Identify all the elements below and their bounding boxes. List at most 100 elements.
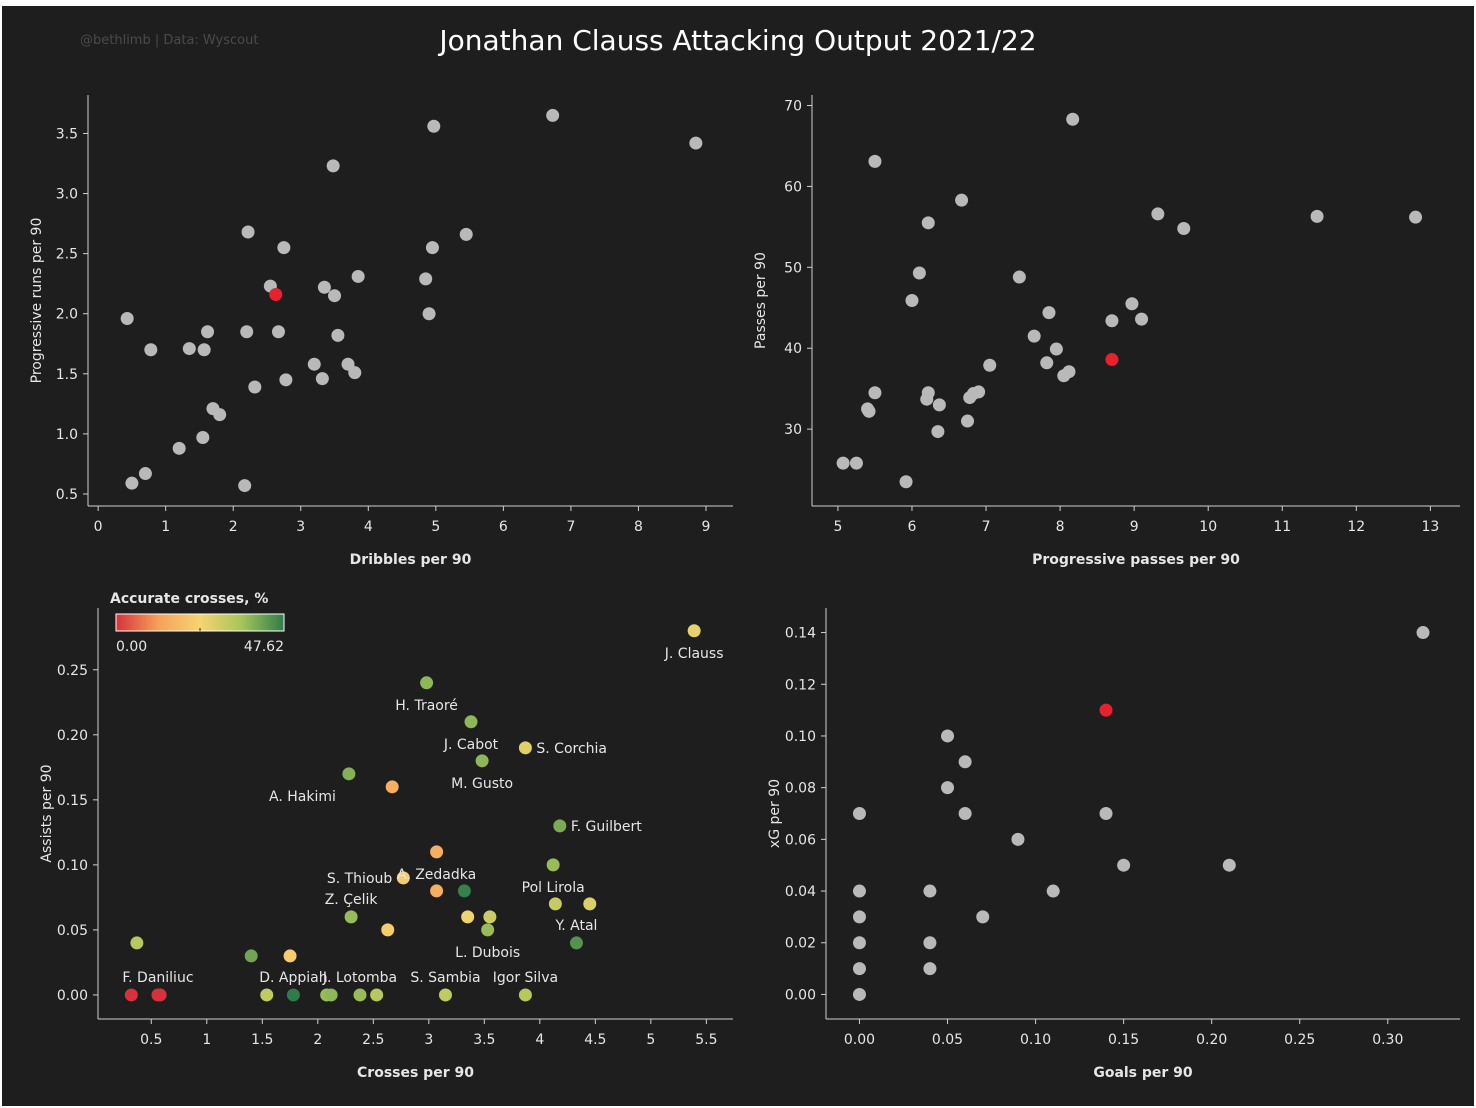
data-point: [569, 936, 583, 950]
x-tick-label: 10: [1199, 519, 1217, 535]
data-point: [852, 962, 866, 976]
y-tick-label: 30: [784, 422, 802, 438]
x-tick-label: 0.5: [140, 1032, 162, 1048]
x-tick-label: 6: [908, 519, 917, 535]
data-point: [353, 988, 367, 1002]
data-point: [153, 988, 167, 1002]
data-point: [182, 342, 196, 356]
x-tick-label: 3: [424, 1032, 433, 1048]
y-axis-label: Passes per 90: [753, 252, 769, 349]
x-tick-label: 1.5: [251, 1032, 273, 1048]
data-point: [144, 343, 158, 357]
legend-max-label: 47.62: [244, 639, 284, 655]
data-point: [425, 241, 439, 255]
data-point: [324, 988, 338, 1002]
data-point: [317, 280, 331, 294]
point-label: Igor Silva: [493, 970, 558, 986]
data-point: [1310, 209, 1324, 223]
data-point: [130, 936, 144, 950]
data-point: [1416, 626, 1430, 640]
x-tick-label: 9: [1130, 519, 1139, 535]
data-point: [1040, 356, 1054, 370]
data-point: [120, 312, 134, 326]
data-point: [1046, 884, 1060, 898]
y-axis-label: Assists per 90: [39, 764, 55, 862]
data-point: [1117, 858, 1131, 872]
data-point: [196, 431, 210, 444]
x-tick-label: 0.30: [1372, 1032, 1403, 1048]
data-point: [1409, 210, 1423, 224]
data-point: [248, 380, 262, 394]
x-tick-label: 9: [702, 519, 711, 535]
x-tick-label: 0: [94, 519, 103, 535]
x-tick-label: 2: [229, 519, 238, 535]
data-point-highlight: [1105, 353, 1119, 367]
y-tick-label: 0.05: [57, 923, 88, 939]
data-point: [396, 871, 410, 885]
data-point: [1135, 312, 1149, 326]
data-point: [941, 781, 955, 795]
y-tick-label: 0.25: [57, 663, 88, 679]
data-point: [271, 325, 285, 339]
y-tick-label: 70: [784, 99, 802, 115]
data-point: [286, 988, 300, 1002]
page-title: Jonathan Clauss Attacking Output 2021/22: [439, 24, 1037, 57]
data-point: [1012, 270, 1026, 284]
y-tick-label: 0.04: [785, 884, 816, 900]
x-tick-label: 1: [161, 519, 170, 535]
x-tick-label: 11: [1273, 519, 1291, 535]
x-tick-label: 0.15: [1108, 1032, 1139, 1048]
data-point: [1099, 807, 1113, 820]
data-point: [849, 456, 863, 470]
data-point: [422, 307, 436, 321]
data-point: [518, 988, 532, 1002]
data-point: [459, 227, 473, 241]
data-point: [277, 241, 291, 255]
data-point-highlight: [269, 287, 283, 301]
data-point: [475, 754, 489, 768]
chart-background: [2, 6, 1474, 1106]
data-point: [430, 884, 444, 898]
data-point: [315, 372, 329, 386]
data-point: [172, 441, 186, 455]
x-tick-label: 0.00: [844, 1032, 875, 1048]
point-label: J. Lotomba: [322, 970, 397, 986]
x-tick-label: 0.20: [1196, 1032, 1227, 1048]
data-point: [241, 225, 255, 239]
data-credit: @bethlimb | Data: Wyscout: [80, 33, 259, 48]
y-tick-label: 0.02: [785, 936, 816, 952]
point-label: A. Zedadka: [397, 867, 476, 883]
data-point: [283, 949, 297, 963]
x-tick-label: 12: [1347, 519, 1365, 535]
x-tick-label: 5: [833, 519, 842, 535]
x-tick-label: 0.10: [1020, 1032, 1051, 1048]
data-point: [852, 884, 866, 898]
y-tick-label: 3.0: [56, 187, 78, 203]
data-point: [244, 949, 258, 963]
y-tick-label: 60: [784, 179, 802, 195]
data-point: [370, 988, 384, 1002]
point-label: Y. Atal: [555, 918, 598, 934]
panel-dribbles-vs-progressive-runs: 0 1 2 3 4 5 6 7 8 9 0.5 1.0 1.5 2.0 2.5 3.0 3.5 Dribbles …: [29, 95, 733, 568]
y-axis-label: Progressive runs per 90: [29, 218, 45, 384]
legend-title: Accurate crosses, %: [110, 591, 268, 607]
data-point: [518, 741, 532, 755]
point-label: J. Clauss: [664, 646, 724, 662]
data-point: [457, 884, 471, 898]
data-point: [852, 807, 866, 820]
y-tick-label: 0.08: [785, 781, 816, 797]
data-point: [381, 923, 395, 937]
x-tick-label: 7: [982, 519, 991, 535]
point-label: A. Hakimi: [269, 789, 336, 805]
y-tick-label: 0.14: [785, 626, 816, 642]
data-point: [307, 357, 321, 371]
y-tick-label: 0.00: [785, 987, 816, 1003]
y-tick-label: 0.10: [785, 729, 816, 745]
data-point: [1105, 314, 1119, 328]
data-point: [201, 325, 215, 339]
x-tick-label: 0.25: [1284, 1032, 1315, 1048]
point-label: Z. Çelik: [325, 892, 379, 908]
data-point: [958, 755, 972, 769]
x-tick-label: 8: [1056, 519, 1065, 535]
x-tick-label: 5.5: [695, 1032, 717, 1048]
